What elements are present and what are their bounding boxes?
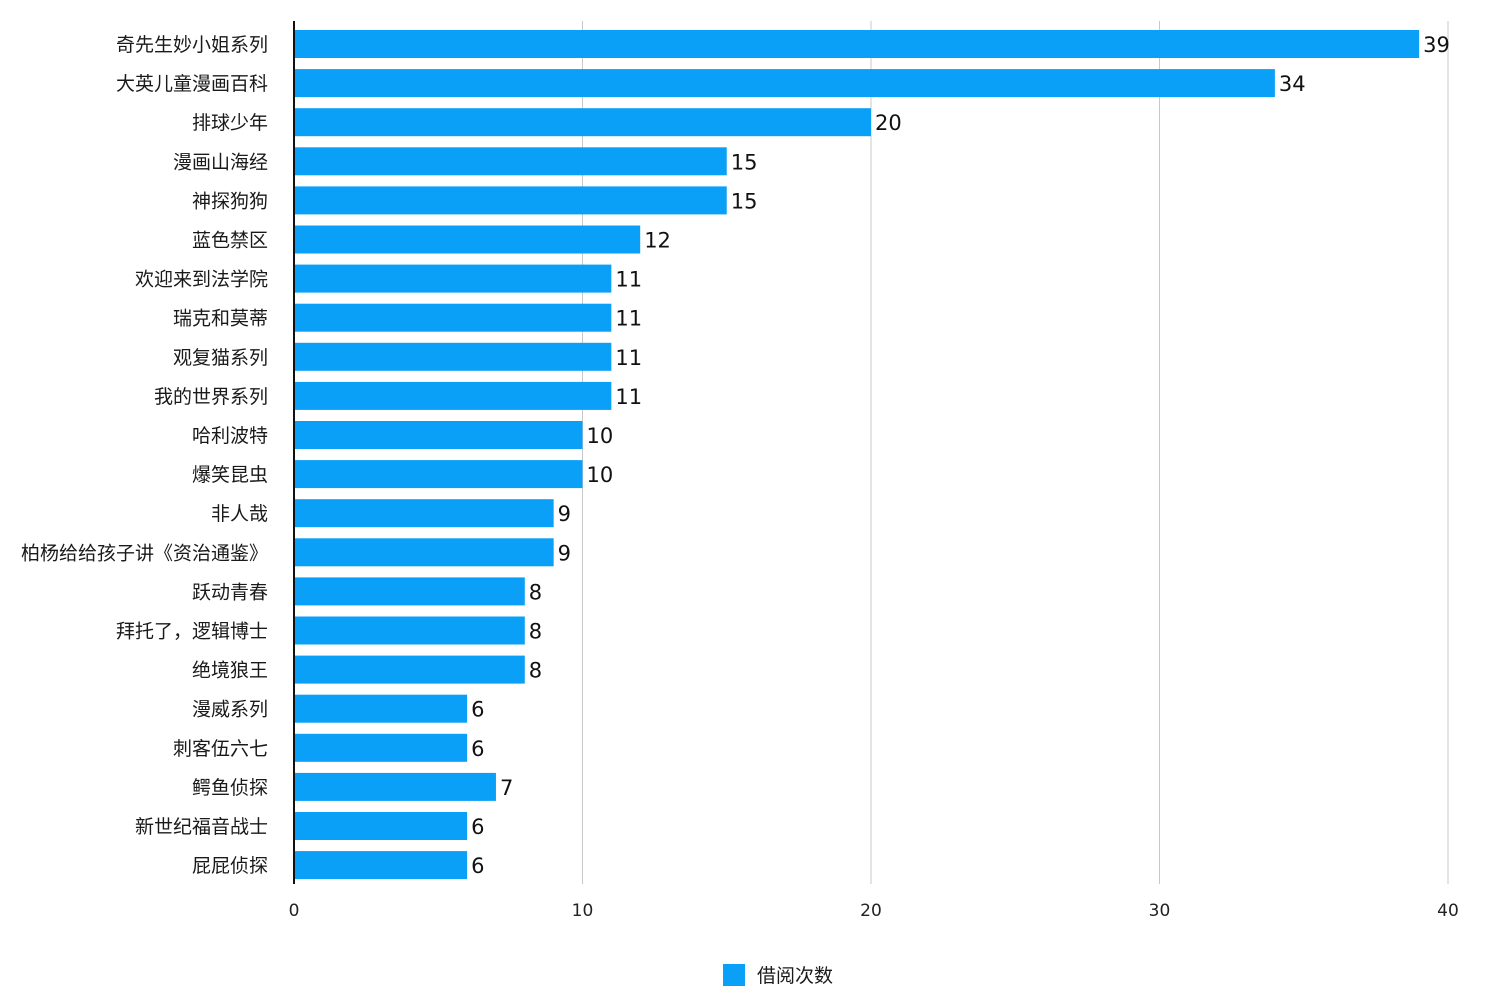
data-label: 8 bbox=[529, 659, 542, 683]
legend: 借阅次数 bbox=[723, 964, 833, 987]
bar bbox=[294, 772, 496, 801]
bar bbox=[294, 69, 1275, 98]
category-label: 非人哉 bbox=[211, 503, 268, 525]
bar bbox=[294, 147, 727, 176]
data-label: 8 bbox=[529, 580, 542, 604]
bar bbox=[294, 108, 871, 137]
category-label: 神探狗狗 bbox=[192, 190, 268, 212]
data-label: 11 bbox=[615, 346, 642, 370]
data-label: 9 bbox=[558, 502, 571, 526]
data-label: 15 bbox=[731, 150, 758, 174]
data-label: 10 bbox=[587, 463, 614, 487]
category-label: 屁屁侦探 bbox=[192, 855, 268, 877]
category-label: 绝境狼王 bbox=[192, 660, 268, 682]
gridlines bbox=[582, 21, 1449, 884]
data-label: 11 bbox=[615, 268, 642, 292]
category-label: 新世纪福音战士 bbox=[135, 816, 268, 838]
bar bbox=[294, 30, 1420, 58]
category-label: 拜托了，逻辑博士 bbox=[116, 621, 268, 643]
category-label: 排球少年 bbox=[192, 112, 268, 134]
bar bbox=[294, 303, 612, 332]
category-label: 漫画山海经 bbox=[173, 151, 268, 173]
data-label: 20 bbox=[875, 111, 902, 135]
category-label: 我的世界系列 bbox=[154, 386, 268, 408]
bar bbox=[294, 381, 612, 410]
x-tick-label: 10 bbox=[572, 901, 594, 921]
bar bbox=[294, 538, 554, 567]
category-label: 奇先生妙小姐系列 bbox=[116, 34, 268, 56]
bar bbox=[294, 733, 468, 762]
x-tick-label: 30 bbox=[1149, 901, 1171, 921]
bar bbox=[294, 421, 583, 449]
data-label: 8 bbox=[529, 620, 542, 644]
category-label: 观复猫系列 bbox=[173, 347, 268, 369]
bar bbox=[294, 851, 468, 880]
data-label: 12 bbox=[644, 229, 671, 253]
data-label: 6 bbox=[471, 737, 484, 761]
data-label: 7 bbox=[500, 776, 513, 800]
bar bbox=[294, 342, 612, 371]
category-label: 鳄鱼侦探 bbox=[192, 777, 268, 799]
axes: 0 10 20 30 40 bbox=[289, 21, 1459, 921]
data-label: 34 bbox=[1279, 72, 1306, 96]
legend-label: 借阅次数 bbox=[757, 965, 833, 987]
data-label: 11 bbox=[615, 307, 642, 331]
labels: 奇先生妙小姐系列 39 大英儿童漫画百科 34 排球少年 20 漫画山海经 15 神探狗狗 15 蓝… bbox=[21, 33, 1450, 878]
category-label: 哈利波特 bbox=[192, 425, 268, 447]
category-label: 跃动青春 bbox=[192, 581, 268, 603]
category-label: 欢迎来到法学院 bbox=[135, 269, 268, 291]
bar bbox=[294, 225, 641, 254]
x-tick-label: 0 bbox=[289, 901, 300, 921]
data-label: 6 bbox=[471, 698, 484, 722]
bar bbox=[294, 577, 525, 606]
legend-swatch bbox=[723, 964, 745, 986]
bar bbox=[294, 460, 583, 489]
data-label: 9 bbox=[558, 541, 571, 565]
data-label: 15 bbox=[731, 189, 758, 213]
x-tick-label: 40 bbox=[1437, 901, 1459, 921]
category-label: 蓝色禁区 bbox=[192, 230, 268, 252]
bar bbox=[294, 499, 554, 528]
data-label: 39 bbox=[1423, 33, 1450, 57]
bar bbox=[294, 694, 468, 723]
category-label: 大英儿童漫画百科 bbox=[116, 73, 268, 95]
data-label: 11 bbox=[615, 385, 642, 409]
data-label: 6 bbox=[471, 854, 484, 878]
data-label: 6 bbox=[471, 815, 484, 839]
bar bbox=[294, 186, 727, 215]
category-label: 瑞克和莫蒂 bbox=[173, 308, 268, 330]
category-label: 爆笑昆虫 bbox=[192, 464, 268, 486]
category-label: 柏杨给给孩子讲《资治通鉴》 bbox=[21, 542, 268, 564]
bar bbox=[294, 616, 525, 645]
x-tick-label: 20 bbox=[860, 901, 882, 921]
category-label: 漫威系列 bbox=[192, 699, 268, 721]
bars bbox=[294, 30, 1420, 880]
category-label: 刺客伍六七 bbox=[173, 738, 268, 760]
bar bbox=[294, 264, 612, 293]
bar bbox=[294, 655, 525, 684]
data-label: 10 bbox=[587, 424, 614, 448]
bar bbox=[294, 812, 468, 840]
